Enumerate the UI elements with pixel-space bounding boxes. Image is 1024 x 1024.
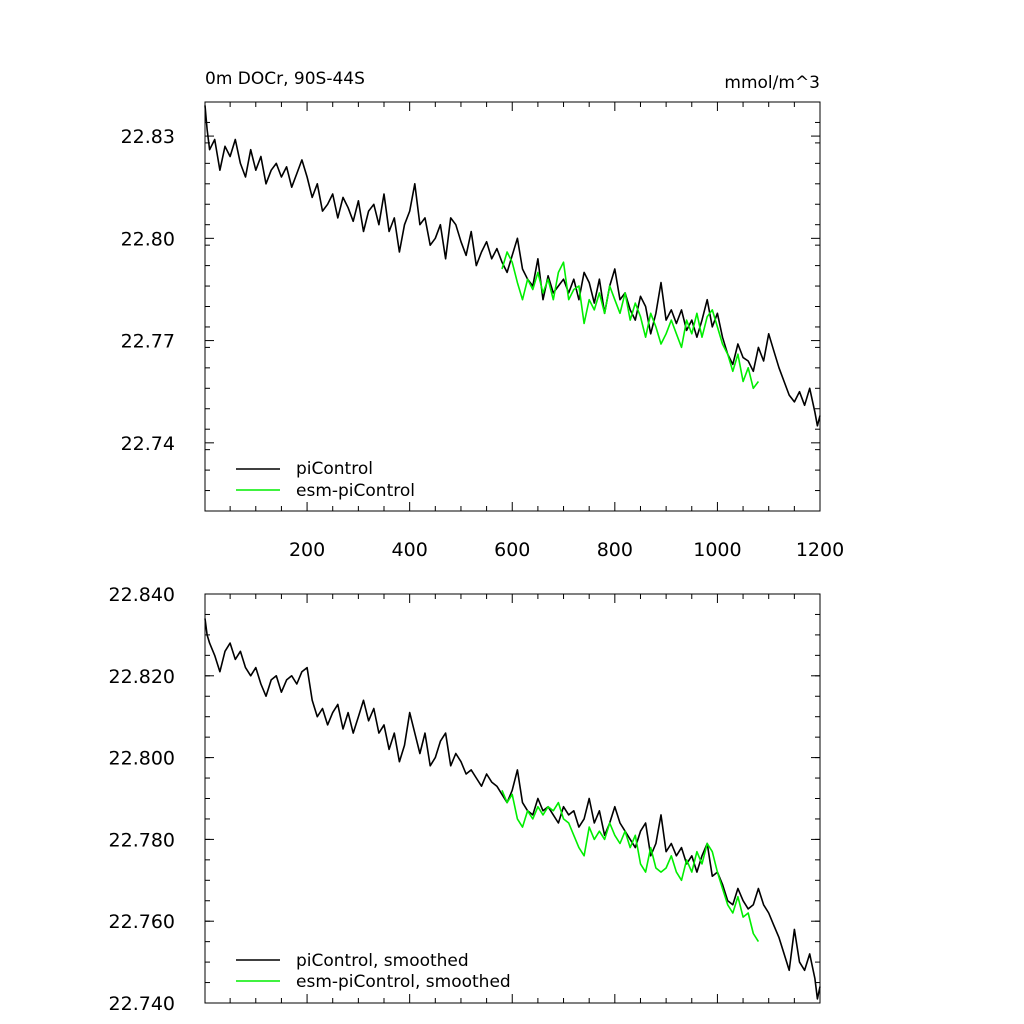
legend-label-esm-picontrol: esm-piControl (296, 481, 415, 501)
x-tick-label: 200 (289, 539, 325, 561)
x-tick-label: 400 (392, 539, 428, 561)
bottom-panel: 22.740 22.760 22.780 22.800 22.820 22.840 piC… (109, 584, 821, 1015)
top-ticks: 200 400 600 800 1000 1200 22.74 22.77 22.80 22.83 (121, 101, 844, 561)
y-tick-label: 22.780 (109, 829, 175, 851)
top-plot-frame (204, 101, 821, 512)
x-tick-label: 1000 (693, 539, 741, 561)
y-tick-label: 22.74 (121, 433, 175, 455)
x-tick-label: 800 (597, 539, 633, 561)
series-line-picontrol-smoothed (204, 618, 821, 1000)
y-tick-label: 22.740 (109, 993, 175, 1015)
legend-label-esm-picontrol-smoothed: esm-piControl, smoothed (296, 972, 511, 992)
units-label: mmol/m^3 (724, 73, 820, 93)
legend-label-picontrol: piControl (296, 459, 373, 479)
top-legend: piControl esm-piControl (236, 459, 415, 501)
chart-title: 0m DOCr, 90S-44S (205, 69, 365, 89)
series-line-esm-picontrol (501, 251, 760, 390)
bottom-series (204, 618, 821, 1000)
top-series (204, 105, 821, 427)
y-tick-label: 22.77 (121, 331, 175, 353)
top-panel: 0m DOCr, 90S-44S mmol/m^3 200 400 600 800 10… (121, 69, 845, 561)
y-tick-label: 22.80 (121, 228, 175, 250)
bottom-legend: piControl, smoothed esm-piControl, smoot… (236, 951, 511, 992)
y-tick-label: 22.800 (109, 748, 175, 770)
series-line-picontrol (204, 105, 821, 427)
legend-label-picontrol-smoothed: piControl, smoothed (296, 951, 469, 971)
y-tick-label: 22.820 (109, 666, 175, 688)
series-line-esm-picontrol-smoothed (501, 789, 760, 943)
y-tick-label: 22.840 (109, 584, 175, 606)
bottom-ticks: 22.740 22.760 22.780 22.800 22.820 22.840 (109, 584, 821, 1015)
y-tick-label: 22.760 (109, 911, 175, 933)
y-tick-label: 22.83 (121, 126, 175, 148)
x-tick-label: 1200 (796, 539, 844, 561)
x-tick-label: 600 (494, 539, 530, 561)
